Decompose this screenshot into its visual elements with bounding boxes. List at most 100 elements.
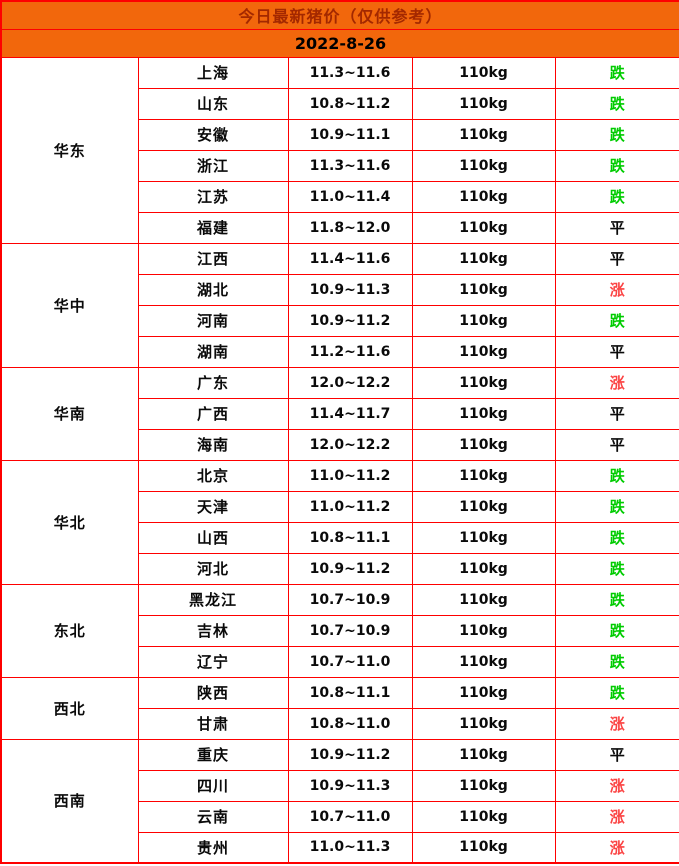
price-cell: 10.9~11.1 — [287, 118, 413, 151]
price-cell: 10.7~10.9 — [287, 583, 413, 616]
region-cell: 华南 — [0, 366, 139, 461]
table-row: 西南 重庆 10.9~11.2 110kg 平 — [0, 738, 679, 864]
province-cell: 安徽 — [137, 118, 289, 151]
price-cell: 10.9~11.2 — [287, 552, 413, 585]
trend-cell: 跌 — [554, 149, 679, 182]
trend-cell: 涨 — [554, 707, 679, 740]
province-cell: 福建 — [137, 211, 289, 244]
trend-cell: 跌 — [554, 583, 679, 616]
table-row: 华中 江西 11.4~11.6 110kg 平 — [0, 242, 679, 368]
trend-cell: 涨 — [554, 769, 679, 802]
province-cell: 江西 — [137, 242, 289, 275]
price-cell: 10.9~11.2 — [287, 738, 413, 771]
price-cell: 11.0~11.2 — [287, 490, 413, 523]
weight-cell: 110kg — [411, 552, 556, 585]
table-row: 湖南 11.2~11.6 110kg 平 — [1, 335, 679, 368]
weight-cell: 110kg — [411, 273, 556, 306]
province-cell: 广西 — [137, 397, 289, 430]
table-row: 华东 上海 11.3~11.6 110kg 跌 — [0, 56, 679, 244]
price-cell: 11.0~11.4 — [287, 180, 413, 213]
table-row: 海南 12.0~12.2 110kg 平 — [1, 428, 679, 461]
weight-cell: 110kg — [411, 397, 556, 430]
table-row: 贵州 11.0~11.3 110kg 涨 — [1, 831, 679, 864]
table-row: 东北 黑龙江 10.7~10.9 110kg 跌 — [0, 583, 679, 678]
trend-cell: 跌 — [554, 180, 679, 213]
weight-cell: 110kg — [411, 459, 556, 492]
region-cell: 西南 — [0, 738, 139, 864]
price-cell: 10.7~11.0 — [287, 800, 413, 833]
province-cell: 广东 — [137, 366, 289, 399]
price-cell: 11.4~11.7 — [287, 397, 413, 430]
table-row: 山东 10.8~11.2 110kg 跌 — [1, 87, 679, 120]
weight-cell: 110kg — [411, 769, 556, 802]
province-cell: 海南 — [137, 428, 289, 461]
region-cell: 华北 — [0, 459, 139, 585]
price-cell: 11.2~11.6 — [287, 335, 413, 368]
trend-cell: 涨 — [554, 366, 679, 399]
price-cell: 10.8~11.1 — [287, 521, 413, 554]
table-row: 天津 11.0~11.2 110kg 跌 — [1, 490, 679, 523]
price-cell: 11.4~11.6 — [287, 242, 413, 275]
trend-cell: 跌 — [554, 552, 679, 585]
table-row: 华北 北京 11.0~11.2 110kg 跌 — [0, 459, 679, 585]
weight-cell: 110kg — [411, 335, 556, 368]
region-cell: 东北 — [0, 583, 139, 678]
table-row: 四川 10.9~11.3 110kg 涨 — [1, 769, 679, 802]
trend-cell: 涨 — [554, 273, 679, 306]
trend-cell: 平 — [554, 397, 679, 430]
weight-cell: 110kg — [411, 180, 556, 213]
province-cell: 湖南 — [137, 335, 289, 368]
price-cell: 12.0~12.2 — [287, 366, 413, 399]
price-cell: 11.8~12.0 — [287, 211, 413, 244]
weight-cell: 110kg — [411, 583, 556, 616]
weight-cell: 110kg — [411, 242, 556, 275]
province-cell: 山西 — [137, 521, 289, 554]
province-cell: 辽宁 — [137, 645, 289, 678]
weight-cell: 110kg — [411, 149, 556, 182]
price-cell: 12.0~12.2 — [287, 428, 413, 461]
weight-cell: 110kg — [411, 707, 556, 740]
province-cell: 北京 — [137, 459, 289, 492]
province-cell: 重庆 — [137, 738, 289, 771]
table-row: 吉林 10.7~10.9 110kg 跌 — [1, 614, 679, 647]
table-row: 华南 广东 12.0~12.2 110kg 涨 — [0, 366, 679, 461]
weight-cell: 110kg — [411, 304, 556, 337]
trend-cell: 涨 — [554, 800, 679, 833]
price-cell: 11.3~11.6 — [287, 56, 413, 89]
region-cell: 华中 — [0, 242, 139, 368]
province-cell: 江苏 — [137, 180, 289, 213]
table-row: 云南 10.7~11.0 110kg 涨 — [1, 800, 679, 833]
weight-cell: 110kg — [411, 428, 556, 461]
province-cell: 四川 — [137, 769, 289, 802]
date-label: 2022-8-26 — [0, 28, 679, 58]
price-cell: 11.3~11.6 — [287, 149, 413, 182]
trend-cell: 跌 — [554, 459, 679, 492]
trend-cell: 跌 — [554, 118, 679, 151]
table-row: 福建 11.8~12.0 110kg 平 — [1, 211, 679, 244]
weight-cell: 110kg — [411, 645, 556, 678]
weight-cell: 110kg — [411, 614, 556, 647]
table-row: 河南 10.9~11.2 110kg 跌 — [1, 304, 679, 337]
price-cell: 10.9~11.3 — [287, 273, 413, 306]
province-cell: 河南 — [137, 304, 289, 337]
table-title-row: 今日最新猪价（仅供参考） — [0, 0, 679, 30]
weight-cell: 110kg — [411, 118, 556, 151]
price-cell: 10.8~11.2 — [287, 87, 413, 120]
table-body: 华东 上海 11.3~11.6 110kg 跌山东 10.8~11.2 110kg 跌安徽 10… — [0, 56, 679, 864]
weight-cell: 110kg — [411, 211, 556, 244]
trend-cell: 平 — [554, 428, 679, 461]
province-cell: 浙江 — [137, 149, 289, 182]
weight-cell: 110kg — [411, 521, 556, 554]
province-cell: 吉林 — [137, 614, 289, 647]
province-cell: 甘肃 — [137, 707, 289, 740]
trend-cell: 跌 — [554, 614, 679, 647]
weight-cell: 110kg — [411, 800, 556, 833]
page-title: 今日最新猪价（仅供参考） — [0, 0, 679, 30]
province-cell: 云南 — [137, 800, 289, 833]
trend-cell: 涨 — [554, 831, 679, 864]
trend-cell: 平 — [554, 335, 679, 368]
table-row: 广西 11.4~11.7 110kg 平 — [1, 397, 679, 430]
table-row: 江苏 11.0~11.4 110kg 跌 — [1, 180, 679, 213]
province-cell: 湖北 — [137, 273, 289, 306]
